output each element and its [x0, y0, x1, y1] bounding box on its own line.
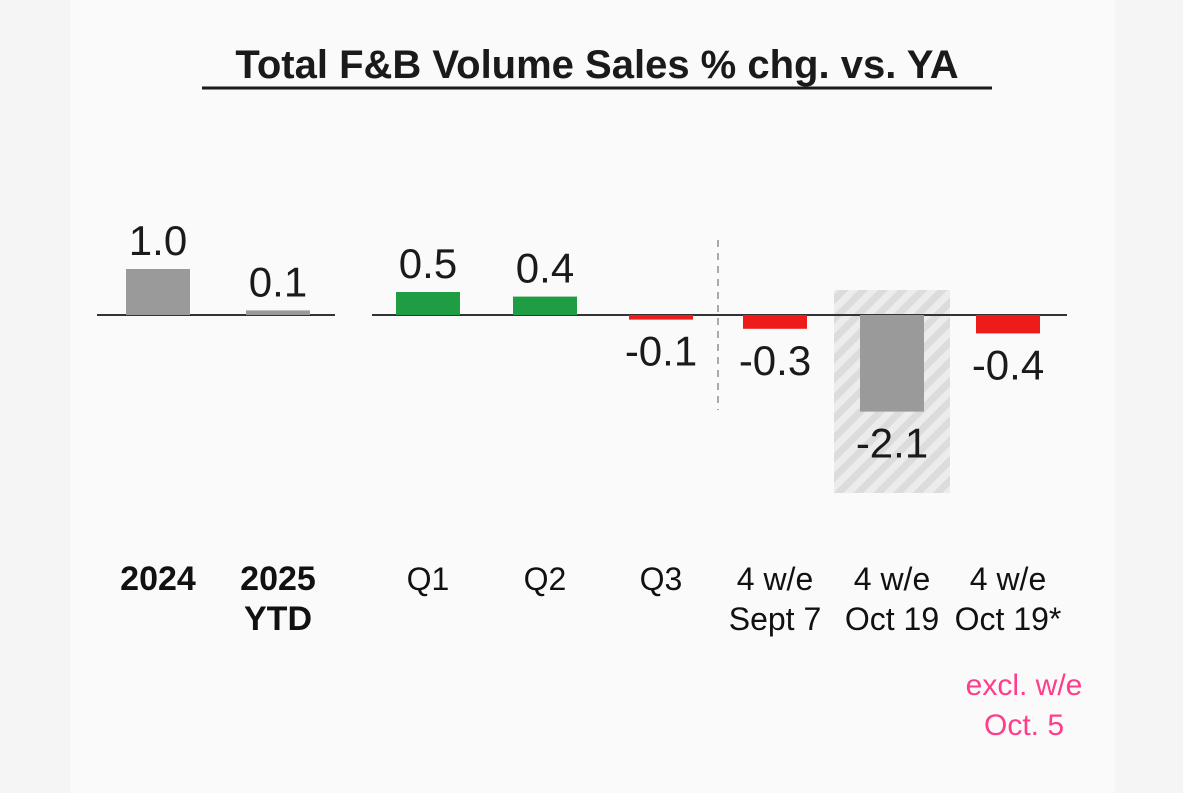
- bar: [246, 310, 310, 315]
- data-label: -0.4: [972, 341, 1044, 388]
- bar: [396, 292, 460, 315]
- data-label: 1.0: [129, 217, 187, 264]
- bar: [743, 315, 807, 329]
- data-label: 0.4: [516, 245, 574, 292]
- category-label: 2024: [120, 560, 196, 598]
- bar: [629, 315, 693, 320]
- data-label: -0.1: [625, 328, 697, 375]
- category-label: Sept 7: [729, 601, 822, 637]
- data-label: -0.3: [739, 337, 811, 384]
- bar: [126, 269, 190, 315]
- bar: [513, 296, 577, 315]
- data-label: -2.1: [856, 420, 928, 467]
- category-label: Q1: [407, 561, 450, 597]
- chart-title: Total F&B Volume Sales % chg. vs. YA: [235, 43, 958, 87]
- category-label: YTD: [244, 600, 312, 638]
- category-label: 2025: [240, 560, 316, 598]
- category-label: 4 w/e: [970, 561, 1046, 597]
- category-label: Q3: [640, 561, 683, 597]
- bar: [976, 315, 1040, 334]
- data-label: 0.5: [399, 240, 457, 287]
- category-label: 4 w/e: [854, 561, 930, 597]
- category-label: Oct 19: [845, 601, 939, 637]
- category-label: Oct 19*: [955, 601, 1062, 637]
- bar: [860, 315, 924, 412]
- footnote-text: Oct. 5: [984, 709, 1064, 742]
- category-label: Q2: [524, 561, 567, 597]
- category-label: 4 w/e: [737, 561, 813, 597]
- footnote-text: excl. w/e: [966, 669, 1083, 702]
- data-label: 0.1: [249, 258, 307, 305]
